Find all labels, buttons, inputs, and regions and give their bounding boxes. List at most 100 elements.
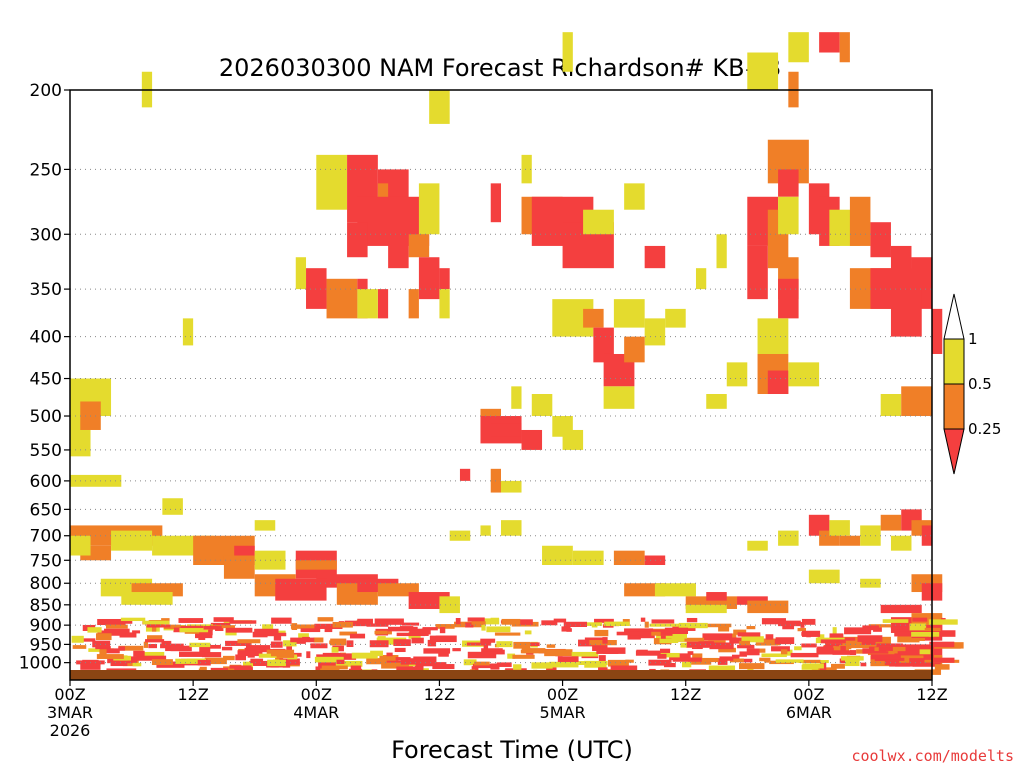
heatmap-cell: [357, 289, 378, 319]
heatmap-cell: [314, 656, 344, 663]
x-tick-label: 12Z: [916, 685, 947, 704]
heatmap-cell: [849, 650, 857, 656]
heatmap-cell: [467, 617, 485, 622]
heatmap-cell: [350, 665, 362, 670]
heatmap-cell: [707, 623, 732, 628]
heatmap-cell: [95, 646, 111, 650]
heatmap-cell: [275, 578, 327, 601]
y-tick-label: 600: [30, 472, 62, 492]
heatmap-cell: [486, 626, 511, 633]
heatmap-cell: [472, 618, 500, 625]
heatmap-cell: [203, 626, 218, 630]
heatmap-cell: [254, 628, 279, 635]
y-tick-label: 450: [30, 370, 62, 390]
heatmap-cell: [102, 619, 133, 624]
heatmap-cell: [80, 663, 101, 670]
heatmap-cell: [824, 642, 840, 647]
heatmap-cell: [544, 649, 573, 657]
heatmap-cell: [494, 632, 521, 636]
heatmap-cell: [584, 660, 607, 668]
heatmap-cell: [87, 627, 102, 633]
legend-label: 0.25: [968, 420, 1001, 438]
heatmap-cell: [687, 651, 694, 655]
heatmap-cell: [225, 640, 252, 646]
heatmap-cell: [594, 629, 609, 637]
heatmap-cell: [386, 652, 393, 657]
heatmap-cell: [357, 618, 373, 625]
heatmap-cell: [145, 639, 165, 643]
heatmap-cell: [831, 663, 845, 669]
heatmap-cell: [717, 659, 728, 665]
heatmap-cell: [706, 394, 727, 409]
chart-title: 2026030300 NAM Forecast Richardson# KB#B: [219, 54, 781, 82]
heatmap-cell: [624, 336, 645, 363]
heatmap-cell: [513, 664, 522, 672]
heatmap-cell: [435, 624, 455, 629]
heatmap-cell: [132, 630, 141, 634]
heatmap-cell: [452, 648, 461, 652]
heatmap-cell: [376, 637, 407, 644]
heatmap-cell: [314, 623, 343, 629]
heatmap-cell: [778, 278, 799, 319]
heatmap-cell: [603, 386, 635, 409]
heatmap-cell: [829, 633, 844, 639]
y-tick-label: 200: [30, 81, 62, 101]
heatmap-cell: [557, 656, 579, 662]
heatmap-cell: [613, 550, 645, 565]
heatmap-cell: [132, 662, 142, 667]
heatmap-cell: [644, 555, 666, 565]
heatmap-cell: [636, 649, 648, 655]
legend-swatch: [943, 383, 965, 430]
heatmap-cell: [761, 618, 786, 625]
heatmap-cell: [120, 617, 146, 622]
heatmap-cell: [374, 630, 388, 635]
heatmap-cell: [270, 641, 283, 648]
heatmap-cell: [845, 659, 860, 667]
heatmap-cell: [541, 620, 558, 626]
heatmap-cell: [583, 209, 614, 235]
heatmap-cell: [237, 639, 261, 644]
heatmap-cell: [229, 620, 257, 624]
heatmap-cell: [511, 386, 522, 409]
heatmap-cell: [741, 636, 764, 643]
heatmap-cell: [801, 632, 813, 636]
heatmap-cell: [203, 660, 211, 666]
heatmap-cell: [594, 618, 614, 623]
heatmap-cell: [607, 659, 629, 667]
heatmap-cell: [602, 647, 626, 654]
heatmap-cell: [455, 618, 461, 625]
heatmap-cell: [242, 661, 254, 668]
heatmap-cell: [839, 32, 850, 63]
heatmap-cell: [739, 640, 750, 646]
heatmap-cell: [400, 658, 431, 665]
heatmap-cell: [929, 641, 955, 648]
heatmap-cell: [490, 183, 501, 223]
heatmap-cell: [401, 622, 420, 626]
heatmap-cell: [213, 617, 234, 622]
heatmap-cell: [275, 655, 284, 661]
heatmap-cell: [790, 652, 819, 658]
heatmap-cell: [377, 289, 389, 319]
heatmap-cell: [411, 637, 424, 644]
heatmap-cell: [844, 627, 872, 635]
heatmap-cell: [106, 624, 128, 629]
heatmap-cell: [763, 638, 781, 646]
heatmap-cell: [204, 657, 227, 665]
heatmap-cell: [741, 658, 753, 663]
credit-watermark: coolwx.com/modelts: [851, 747, 1014, 765]
heatmap-cell: [151, 659, 173, 666]
color-legend: 1 0.5 0.25: [943, 293, 1001, 475]
heatmap-cell: [604, 621, 630, 627]
heatmap-cell: [932, 308, 943, 354]
heatmap-cell: [665, 308, 686, 328]
heatmap-cell: [692, 653, 703, 660]
heatmap-cell: [76, 638, 96, 642]
heatmap-cell: [592, 645, 600, 652]
heatmap-cell: [221, 646, 233, 651]
heatmap-cell: [429, 90, 450, 124]
legend-swatch: [943, 293, 965, 340]
heatmap-cell: [549, 661, 579, 668]
heatmap-cell: [708, 665, 736, 671]
heatmap-cell: [438, 653, 449, 657]
heatmap-cell: [644, 621, 649, 628]
